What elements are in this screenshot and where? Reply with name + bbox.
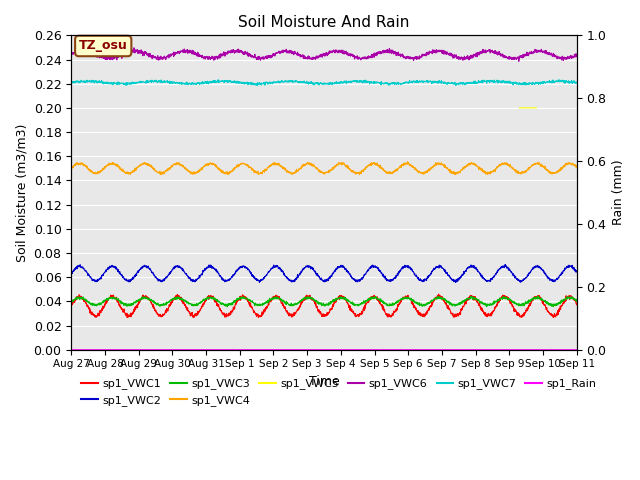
Y-axis label: Rain (mm): Rain (mm) (612, 160, 625, 225)
Title: Soil Moisture And Rain: Soil Moisture And Rain (238, 15, 410, 30)
Legend: sp1_VWC1, sp1_VWC2, sp1_VWC3, sp1_VWC4, sp1_VWC5, sp1_VWC6, sp1_VWC7, sp1_Rain: sp1_VWC1, sp1_VWC2, sp1_VWC3, sp1_VWC4, … (77, 374, 601, 410)
X-axis label: Time: Time (308, 375, 339, 388)
Y-axis label: Soil Moisture (m3/m3): Soil Moisture (m3/m3) (15, 123, 28, 262)
Text: TZ_osu: TZ_osu (79, 39, 127, 52)
